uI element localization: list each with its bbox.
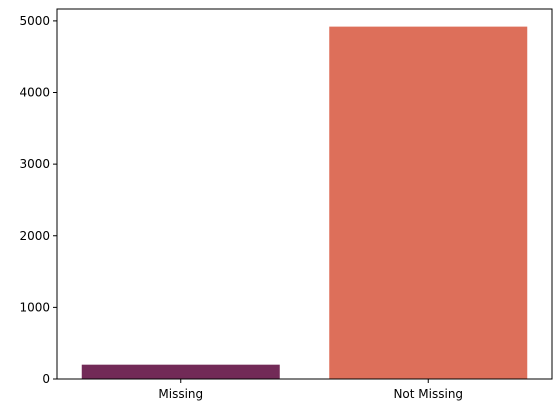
y-tick-label: 4000	[19, 86, 50, 100]
plot-frame	[56, 8, 553, 380]
y-tick-label: 0	[42, 372, 50, 386]
y-tick-label: 1000	[19, 300, 50, 314]
y-tick-label: 5000	[19, 14, 50, 28]
bars-group	[81, 26, 528, 379]
x-tick-label: Missing	[158, 387, 203, 401]
bar-missing	[81, 364, 280, 379]
y-tick-label: 2000	[19, 229, 50, 243]
y-tick-label: 3000	[19, 157, 50, 171]
bar-not-missing	[329, 26, 528, 379]
y-axis: 0 1000 2000 3000 4000 5000	[19, 14, 57, 386]
x-axis: Missing Not Missing	[158, 379, 463, 401]
x-tick-label: Not Missing	[393, 387, 463, 401]
